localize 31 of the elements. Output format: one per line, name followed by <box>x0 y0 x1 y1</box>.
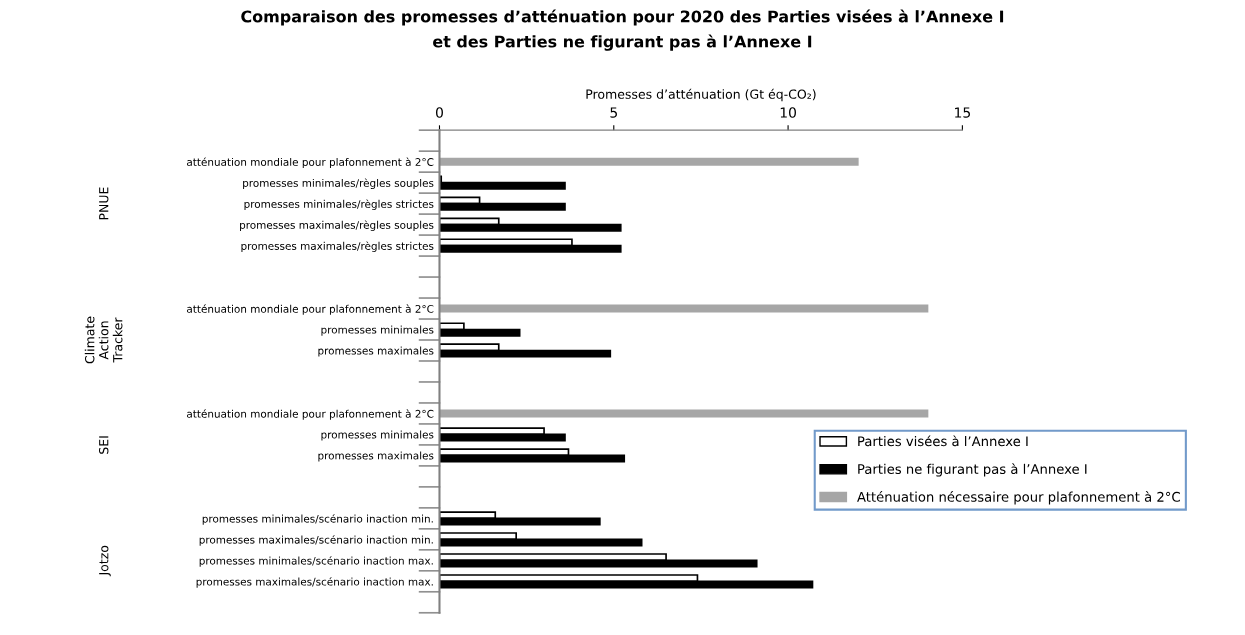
y-tick-label: promesses maximales/règles souples <box>240 220 434 231</box>
y-tick-label: atténuation mondiale pour plafonnement à 2°C <box>187 304 434 315</box>
y-tick-label: promesses maximales/scénario inaction max. <box>196 577 433 588</box>
text: PNUE <box>99 187 109 220</box>
y-tick-label: promesses minimales <box>321 430 434 441</box>
y-tick-label: promesses minimales/scénario inaction max. <box>199 556 433 567</box>
x-tick-label: 5 <box>610 107 617 118</box>
text: Climate Action Tracker <box>84 316 123 364</box>
text: Jotzo <box>99 545 111 577</box>
bar <box>439 409 929 418</box>
bar <box>439 304 929 313</box>
text: SEI <box>99 436 109 454</box>
x-tick-label: 0 <box>435 107 443 118</box>
y-tick-label: atténuation mondiale pour plafonnement à 2°C <box>187 157 434 168</box>
chart-title: Comparaison des promesses d’atténuation pour 2020 des Parties visées à l’Annexe I et des Parties ne figurant pas à l’Annexe I <box>241 9 1004 51</box>
y-tick-label: promesses minimales/scénario inaction min. <box>202 514 433 525</box>
legend-label: Parties ne figurant pas à l’Annexe I <box>858 463 1087 477</box>
legend-label: Parties visées à l’Annexe I <box>858 435 1028 447</box>
y-tick-label: promesses maximales/règles strictes <box>241 241 434 252</box>
y-tick-label: atténuation mondiale pour plafonnement à 2°C <box>187 409 434 420</box>
x-tick-label: 10 <box>780 107 796 118</box>
y-tick-label: promesses minimales/règles strictes <box>244 199 434 210</box>
legend-label: Atténuation nécessaire pour plafonnement à 2°C <box>857 491 1180 505</box>
y-tick-label: promesses maximales <box>318 346 434 357</box>
y-tick-label: promesses maximales <box>318 451 434 462</box>
x-axis-title: Promesses d’atténuation (Gt éq-CO₂) <box>586 88 816 102</box>
y-tick-label: promesses maximales/scénario inaction min. <box>199 535 433 546</box>
y-tick-label: promesses minimales <box>321 325 434 336</box>
y-tick-label: promesses minimales/règles souples <box>243 178 434 189</box>
x-tick-label: 15 <box>955 107 971 118</box>
bar <box>439 157 859 166</box>
